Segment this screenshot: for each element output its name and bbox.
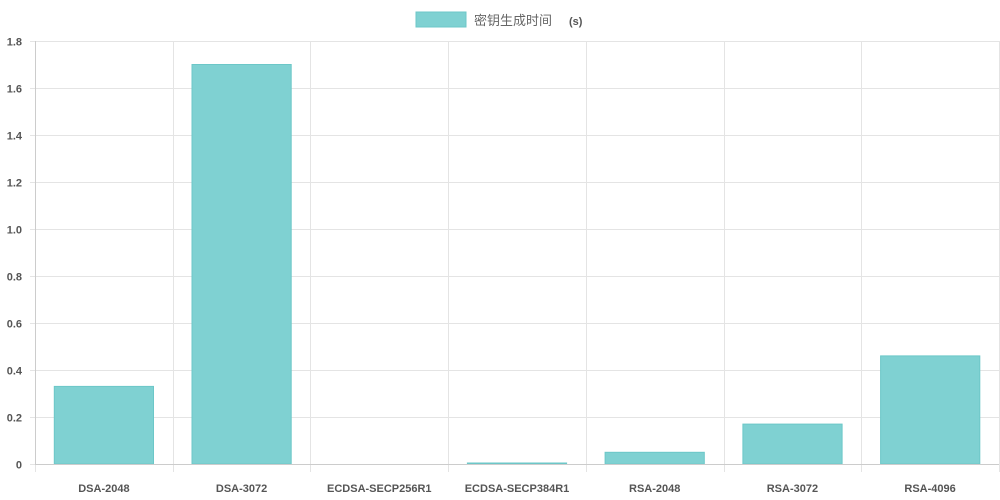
y-tick-label: 1.0: [7, 225, 22, 237]
x-tick-label: RSA-3072: [767, 483, 818, 495]
grid: [30, 41, 1000, 472]
y-tick-label: 1.6: [7, 84, 22, 96]
legend-unit: (s): [569, 16, 583, 28]
legend[interactable]: 密钥生成时间 (s): [415, 11, 583, 29]
axes: 0 0.2 0.4 0.6 0.8 1.0 1.2 1.4 1.6 1.8 DSA-2048 DSA-…: [7, 37, 999, 495]
y-tick-label: 1.8: [7, 37, 22, 49]
bar-rsa-4096[interactable]: [880, 355, 981, 465]
bar-rsa-3072[interactable]: [742, 423, 843, 465]
x-tick-label: ECDSA-SECP384R1: [465, 483, 570, 495]
legend-label[interactable]: 密钥生成时间: [474, 13, 552, 29]
y-tick-label: 1.4: [7, 131, 23, 143]
y-tick-label: 1.2: [7, 178, 22, 190]
bars: [53, 64, 981, 465]
y-tick-label: 0.6: [7, 319, 22, 331]
bar-dsa-3072[interactable]: [191, 64, 292, 465]
x-tick-label: RSA-4096: [904, 483, 955, 495]
y-tick-label: 0: [16, 460, 22, 472]
bar-dsa-2048[interactable]: [53, 385, 154, 465]
y-tick-label: 0.2: [7, 413, 22, 425]
x-tick-label: RSA-2048: [629, 483, 680, 495]
y-tick-label: 0.4: [7, 366, 23, 378]
x-tick-label: DSA-2048: [78, 483, 129, 495]
x-tick-label: DSA-3072: [216, 483, 267, 495]
bar-ecdsa-secp384r1[interactable]: [466, 462, 568, 465]
bar-rsa-2048[interactable]: [604, 451, 705, 465]
legend-swatch[interactable]: [415, 11, 467, 28]
x-tick-label: ECDSA-SECP256R1: [327, 483, 432, 495]
y-tick-label: 0.8: [7, 272, 22, 284]
